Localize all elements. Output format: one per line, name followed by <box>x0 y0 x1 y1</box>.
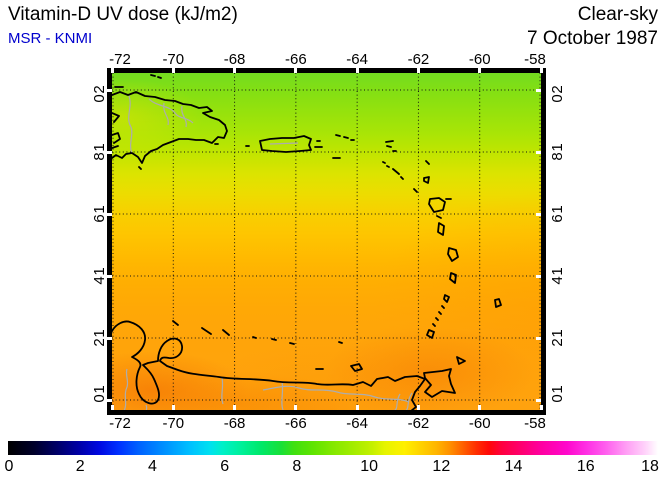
date-label: 7 October 1987 <box>527 28 658 49</box>
lon-tick-label-top: -66 <box>285 51 307 68</box>
frame-tick-left <box>107 336 112 340</box>
colorbar-tick-label: 8 <box>292 458 302 475</box>
lon-tick-label-bottom: -66 <box>285 415 307 432</box>
colorbar-tick-label: 14 <box>504 458 523 475</box>
frame-tick-left <box>107 150 112 154</box>
colorbar-tick-label: 16 <box>576 458 595 475</box>
frame-tick-left <box>107 212 112 216</box>
frame-tick-top <box>478 68 482 73</box>
colorbar-tick-label: 2 <box>75 458 85 475</box>
lon-tick-label-bottom: -68 <box>223 415 246 432</box>
frame-tick-bottom <box>233 405 237 410</box>
frame-tick-bottom <box>110 405 114 410</box>
colorbar-tick-label: 10 <box>360 458 379 475</box>
source-label: MSR - KNMI <box>8 30 93 47</box>
frame-tick-left <box>107 398 112 402</box>
frame-tick-top <box>416 68 420 73</box>
lon-tick-label-top: -64 <box>346 51 368 68</box>
frame-tick-right <box>536 336 541 340</box>
puerto-rico-coast <box>246 136 322 152</box>
colorbar-tick-label: 12 <box>432 458 451 475</box>
rivers-and-borders <box>124 96 412 410</box>
colorbar-tick-label: 0 <box>4 458 14 475</box>
condition-label: Clear-sky <box>577 4 658 25</box>
lon-tick-label-bottom: -60 <box>468 415 491 432</box>
lesser-antilles <box>383 141 501 338</box>
page-title: Vitamin-D UV dose (kJ/m2) <box>8 4 238 25</box>
frame-tick-right <box>536 88 541 92</box>
frame-tick-top <box>110 68 114 73</box>
colorbar-tick-label: 4 <box>147 458 157 475</box>
frame-tick-bottom <box>416 405 420 410</box>
lon-tick-label-bottom: -70 <box>162 415 185 432</box>
uv-dose-field <box>112 73 541 410</box>
frame-tick-top <box>171 68 175 73</box>
lon-tick-label-bottom: -64 <box>346 415 368 432</box>
frame-tick-bottom <box>539 405 543 410</box>
colorbar <box>8 441 658 455</box>
frame-tick-top <box>294 68 298 73</box>
hispaniola-coast <box>112 92 227 163</box>
lon-tick-label-top: -58 <box>524 51 546 68</box>
virgin-islands <box>333 135 354 158</box>
frame-tick-left <box>107 274 112 278</box>
frame-tick-bottom <box>294 405 298 410</box>
frame-tick-top <box>233 68 237 73</box>
grid-lines <box>112 73 541 410</box>
frame-tick-right <box>536 150 541 154</box>
colorbar-tick-label: 18 <box>641 458 659 475</box>
colorbar-tick-label: 6 <box>220 458 230 475</box>
map-frame <box>107 68 546 415</box>
frame-tick-top <box>539 68 543 73</box>
frame-tick-right <box>536 212 541 216</box>
frame-tick-bottom <box>355 405 359 410</box>
frame-tick-bottom <box>478 405 482 410</box>
lon-tick-label-bottom: -72 <box>109 415 131 432</box>
frame-tick-bottom <box>171 405 175 410</box>
lon-tick-label-top: -62 <box>407 51 430 68</box>
frame-tick-left <box>107 88 112 92</box>
map-overlay <box>112 73 541 410</box>
lon-tick-label-bottom: -58 <box>524 415 546 432</box>
frame-tick-top <box>355 68 359 73</box>
lon-tick-label-top: -70 <box>162 51 185 68</box>
frame-tick-right <box>536 398 541 402</box>
trinidad-tobago <box>424 357 465 397</box>
coastlines <box>112 75 501 410</box>
abc-islands <box>173 321 362 371</box>
frame-tick-right <box>536 274 541 278</box>
lon-tick-label-top: -72 <box>109 51 131 68</box>
lon-tick-label-top: -68 <box>223 51 246 68</box>
lon-tick-label-top: -60 <box>468 51 491 68</box>
south-america-coast <box>112 321 425 410</box>
lon-tick-label-bottom: -62 <box>407 415 430 432</box>
